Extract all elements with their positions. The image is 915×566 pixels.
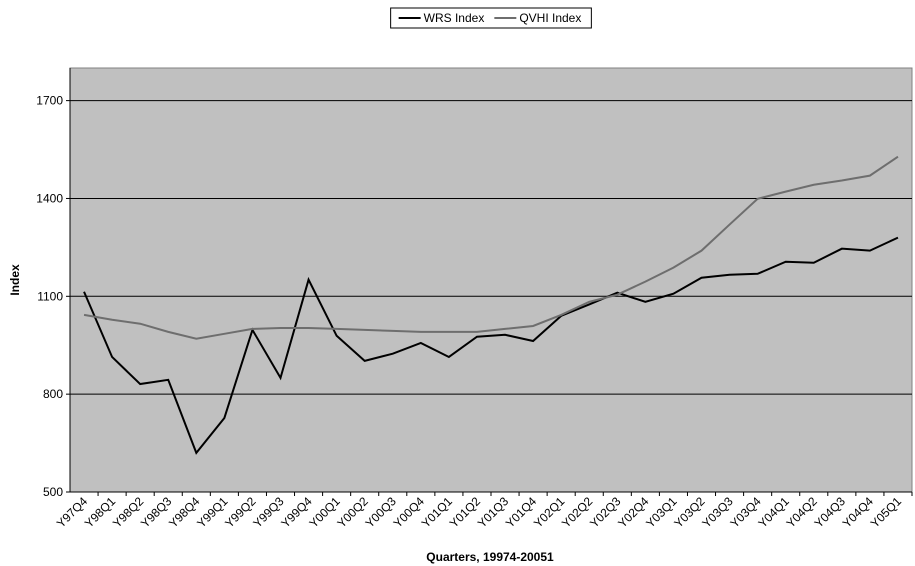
x-tick-label: Y03Q4 [727,494,764,531]
x-tick-label: Y98Q2 [110,494,147,531]
x-tick-label: Y00Q1 [306,494,343,531]
x-tick-label: Y97Q4 [54,494,91,531]
x-tick-label: Y98Q1 [82,494,119,531]
x-tick-label: Y99Q2 [222,494,259,531]
y-tick-label: 500 [43,485,63,499]
x-tick-label: Y00Q4 [391,494,428,531]
x-tick-label: Y99Q4 [278,494,315,531]
y-axis-label: Index [8,264,22,296]
y-tick-label: 1400 [36,191,63,205]
x-tick-label: Y98Q4 [166,494,203,531]
legend: WRS Index QVHI Index [390,7,592,29]
x-axis-label: Quarters, 19974-20051 [426,550,554,564]
x-tick-label: Y03Q2 [671,494,708,531]
x-tick-label: Y01Q2 [447,494,484,531]
x-tick-label: Y04Q4 [840,494,877,531]
x-tick-label: Y04Q2 [784,494,821,531]
series-line [83,236,899,455]
x-tick-label: Y03Q3 [699,494,736,531]
x-tick-label: Y01Q4 [503,494,540,531]
x-tick-label: Y01Q1 [419,494,456,531]
y-tick-label: 1700 [36,94,63,108]
y-tick-label: 800 [43,387,63,401]
x-tick-label: Y99Q3 [250,494,287,531]
x-tick-label: Y04Q3 [812,494,849,531]
series-line [83,155,899,340]
x-tick-label: Y03Q1 [643,494,680,531]
x-tick-label: Y02Q4 [615,494,652,531]
x-tick-label: Y05Q1 [868,494,905,531]
x-tick-label: Y02Q3 [587,494,624,531]
plot-area [69,67,913,493]
x-tick-label: Y02Q1 [531,494,568,531]
x-tick-label: Y02Q2 [559,494,596,531]
x-tick-label: Y99Q1 [194,494,231,531]
legend-label: QVHI Index [519,11,581,25]
x-tick-label: Y00Q2 [335,494,372,531]
y-tick-label: 1100 [37,289,63,303]
x-tick-label: Y01Q3 [475,494,512,531]
legend-box [390,7,592,29]
x-tick-label: Y98Q3 [138,494,175,531]
legend-label: WRS Index [424,11,485,25]
x-tick-label: Y00Q3 [363,494,400,531]
x-tick-label: Y04Q1 [756,494,793,531]
